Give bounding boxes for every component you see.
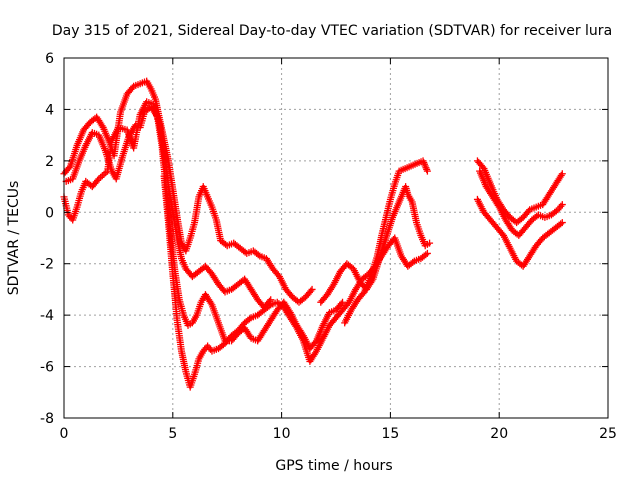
y-tick-label: -8 xyxy=(40,411,54,427)
y-tick-label: -4 xyxy=(40,308,54,324)
data-point xyxy=(409,258,417,266)
data-point xyxy=(558,201,566,209)
y-tick-label: 4 xyxy=(45,102,54,118)
x-tick-label: 10 xyxy=(273,426,291,442)
data-point xyxy=(422,251,430,259)
data-points xyxy=(60,77,566,391)
plot-frame xyxy=(63,57,609,419)
data-point xyxy=(423,167,431,175)
x-tick-label: 20 xyxy=(490,426,508,442)
y-axis-label: SDTVAR / TECUs xyxy=(6,181,22,296)
x-tick-label: 25 xyxy=(599,426,617,442)
chart-title: Day 315 of 2021, Sidereal Day-to-day VTE… xyxy=(52,23,612,39)
y-tick-labels: -8 -6 -4 -2 0 2 4 6 xyxy=(40,51,54,427)
data-point xyxy=(552,207,560,215)
y-tick-label: 2 xyxy=(45,154,54,170)
data-point xyxy=(94,176,102,184)
data-point xyxy=(265,302,273,310)
data-point xyxy=(254,251,262,259)
data-point xyxy=(246,315,254,323)
series-track-9 xyxy=(473,195,566,270)
data-point xyxy=(307,287,315,295)
y-tick-label: -2 xyxy=(40,257,54,273)
data-point xyxy=(423,249,431,257)
data-point xyxy=(557,220,565,228)
data-point xyxy=(308,285,316,293)
series-track-5 xyxy=(317,183,434,306)
y-tick-label: 6 xyxy=(45,51,54,67)
y-tick-label: 0 xyxy=(45,205,54,221)
series-track-7 xyxy=(473,157,566,227)
tick-marks xyxy=(63,57,609,419)
data-point xyxy=(558,170,566,178)
data-point xyxy=(337,300,345,308)
data-point xyxy=(426,239,434,247)
data-point xyxy=(558,219,566,227)
grid xyxy=(64,58,608,418)
x-axis-label: GPS time / hours xyxy=(275,458,392,474)
y-tick-label: -6 xyxy=(40,360,54,376)
data-point xyxy=(65,164,73,172)
x-tick-label: 0 xyxy=(60,426,69,442)
series-track-8 xyxy=(476,167,566,239)
data-point xyxy=(339,298,347,306)
x-tick-label: 5 xyxy=(168,426,177,442)
x-tick-labels: 0 5 10 15 20 25 xyxy=(60,426,617,442)
series-track-6 xyxy=(341,157,431,327)
x-tick-label: 15 xyxy=(381,426,399,442)
